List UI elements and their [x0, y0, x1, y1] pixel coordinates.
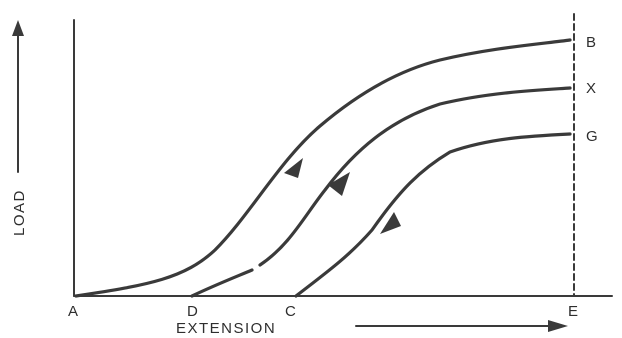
- point-label-c: C: [285, 303, 296, 320]
- point-label-e: E: [568, 303, 578, 320]
- curve-b-arrowhead: [284, 158, 303, 178]
- curve-g: [294, 132, 572, 298]
- curve-x-arrowhead: [328, 172, 350, 196]
- x-axis-arrow-group: [355, 320, 568, 332]
- curve-label-b: B: [586, 34, 596, 51]
- y-axis-title-group: LOAD: [11, 20, 28, 236]
- x-axis-arrowhead: [548, 320, 568, 332]
- curve-b: [74, 38, 572, 298]
- curve-label-g: G: [586, 128, 598, 145]
- y-axis-arrowhead: [12, 20, 24, 36]
- curve-label-x: X: [586, 80, 596, 97]
- x-axis-title: EXTENSION: [176, 320, 276, 337]
- point-label-a: A: [68, 303, 78, 320]
- curve-x-lower-segment: [190, 268, 254, 298]
- curve-g-arrowhead: [380, 212, 401, 234]
- y-axis-title: LOAD: [11, 189, 28, 236]
- curve-x: [258, 86, 572, 267]
- point-label-d: D: [187, 303, 198, 320]
